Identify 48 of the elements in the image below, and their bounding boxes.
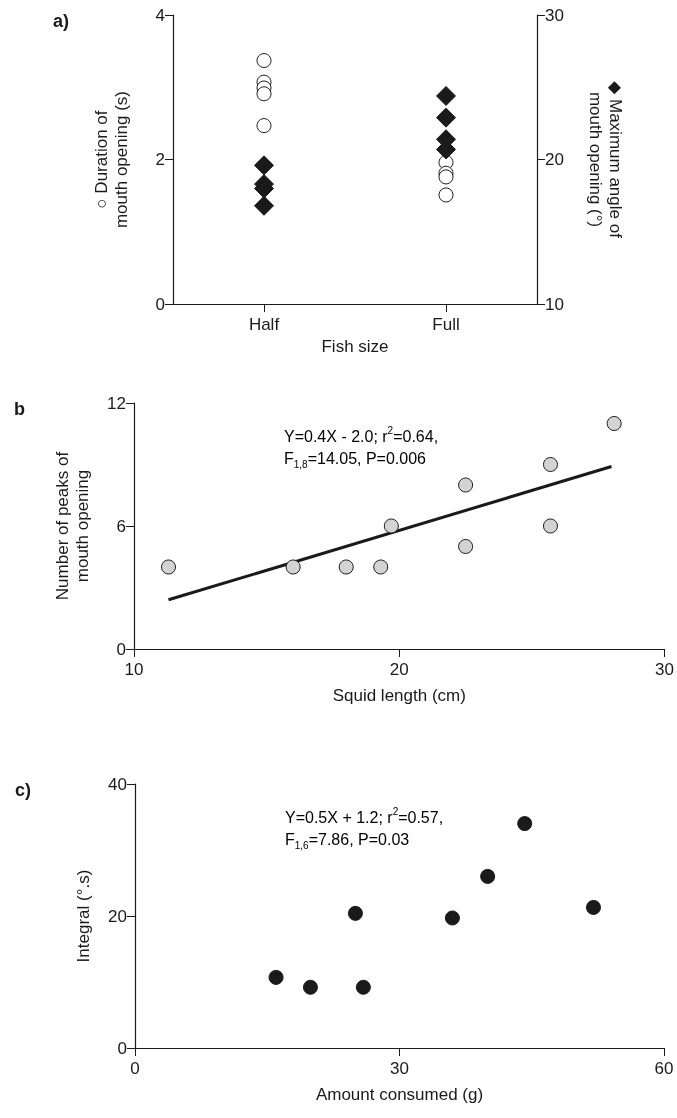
y-tick-label: 0 bbox=[117, 1038, 127, 1058]
x-tick-label: 20 bbox=[389, 660, 409, 679]
x-tick-label: Full bbox=[432, 315, 460, 335]
y2-tick-label: 10 bbox=[545, 294, 564, 314]
point bbox=[458, 539, 474, 554]
y-axis-title: Integral (°.s) bbox=[73, 869, 93, 963]
y2-axis-title: ◆ Maximum angle of mouth opening (°) bbox=[585, 81, 625, 239]
y-tick-label: 40 bbox=[108, 774, 127, 794]
y-tick-label: 12 bbox=[107, 393, 126, 413]
y-tick-label: 0 bbox=[116, 639, 126, 659]
x-tick-label: 0 bbox=[130, 1059, 140, 1078]
point bbox=[585, 899, 601, 915]
x-tick-label: 30 bbox=[390, 1059, 409, 1078]
chart-title: c) bbox=[15, 780, 32, 800]
point bbox=[383, 518, 399, 534]
x-tick-label: 30 bbox=[655, 660, 675, 679]
point bbox=[161, 559, 176, 575]
chart-title: b bbox=[14, 399, 25, 419]
point bbox=[268, 969, 284, 985]
point bbox=[444, 910, 460, 926]
point bbox=[606, 416, 622, 431]
point bbox=[347, 905, 363, 921]
x-axis-title: Squid length (cm) bbox=[332, 685, 466, 705]
x-axis-title: Amount consumed (g) bbox=[315, 1084, 484, 1104]
x-tick-label: Half bbox=[248, 315, 280, 335]
y2-tick-label: 20 bbox=[545, 150, 564, 170]
x-axis-title: Fish size bbox=[321, 337, 389, 356]
point bbox=[480, 868, 496, 884]
y-tick-label: 0 bbox=[155, 294, 165, 314]
y2-tick-label: 30 bbox=[545, 5, 564, 25]
y-tick-label: 20 bbox=[108, 906, 127, 926]
point bbox=[338, 559, 354, 575]
point bbox=[517, 816, 533, 832]
point bbox=[285, 559, 301, 575]
point bbox=[355, 979, 371, 995]
point bbox=[542, 518, 558, 534]
point bbox=[302, 979, 318, 995]
y-tick-label: 2 bbox=[155, 150, 165, 170]
point bbox=[542, 457, 558, 472]
y-axis-title: Number of peaks of mouth opening bbox=[52, 451, 92, 601]
y-tick-label: 6 bbox=[116, 516, 126, 536]
y-axis-title: ○ Duration of mouth opening (s) bbox=[91, 91, 131, 229]
x-tick-label: 10 bbox=[124, 660, 144, 679]
x-tick-label: 60 bbox=[654, 1059, 674, 1078]
y-tick-label: 4 bbox=[155, 5, 165, 25]
point bbox=[458, 477, 474, 493]
chart-title: a) bbox=[53, 11, 70, 31]
point bbox=[373, 559, 389, 575]
